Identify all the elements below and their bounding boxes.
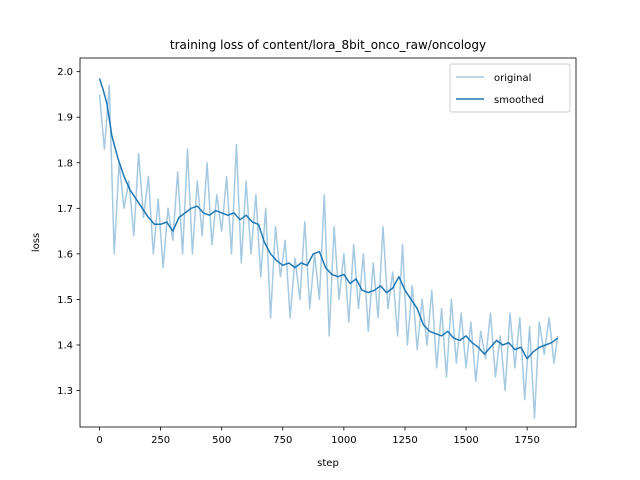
series-line-smoothed: [98, 78, 559, 360]
y-tick-label: 1.6: [57, 249, 73, 260]
series-layer: [98, 78, 559, 419]
x-tick-label: 750: [273, 435, 292, 446]
legend-label-smoothed: smoothed: [494, 95, 544, 106]
x-tick-label: 1750: [514, 435, 539, 446]
y-tick-label: 1.9: [57, 113, 73, 124]
chart-title: training loss of content/lora_8bit_onco_…: [170, 38, 486, 52]
x-tick-label: 250: [151, 435, 170, 446]
y-tick-label: 1.5: [57, 295, 73, 306]
plot-frame: [79, 57, 577, 428]
y-axis: 1.3 1.4 1.5 1.6 1.7 1.8 1.9 2.0: [57, 67, 80, 397]
y-tick-label: 1.7: [57, 204, 73, 215]
x-tick-label: 1250: [392, 435, 417, 446]
x-tick-label: 1000: [331, 435, 356, 446]
x-tick-label: 500: [212, 435, 231, 446]
series-line-original: [98, 84, 559, 419]
x-tick-label: 0: [96, 435, 102, 446]
y-axis-label: loss: [31, 233, 42, 252]
x-axis-label: step: [317, 458, 339, 469]
legend-label-original: original: [494, 73, 531, 84]
y-tick-label: 2.0: [57, 67, 73, 78]
y-tick-label: 1.3: [57, 386, 73, 397]
x-tick-label: 1500: [453, 435, 478, 446]
x-axis: 0 250 500 750 1000 1250 1500 1750: [96, 427, 540, 446]
y-tick-label: 1.4: [57, 341, 73, 352]
legend: original smoothed: [449, 63, 571, 113]
legend-box: [449, 63, 571, 113]
y-tick-label: 1.8: [57, 158, 73, 169]
